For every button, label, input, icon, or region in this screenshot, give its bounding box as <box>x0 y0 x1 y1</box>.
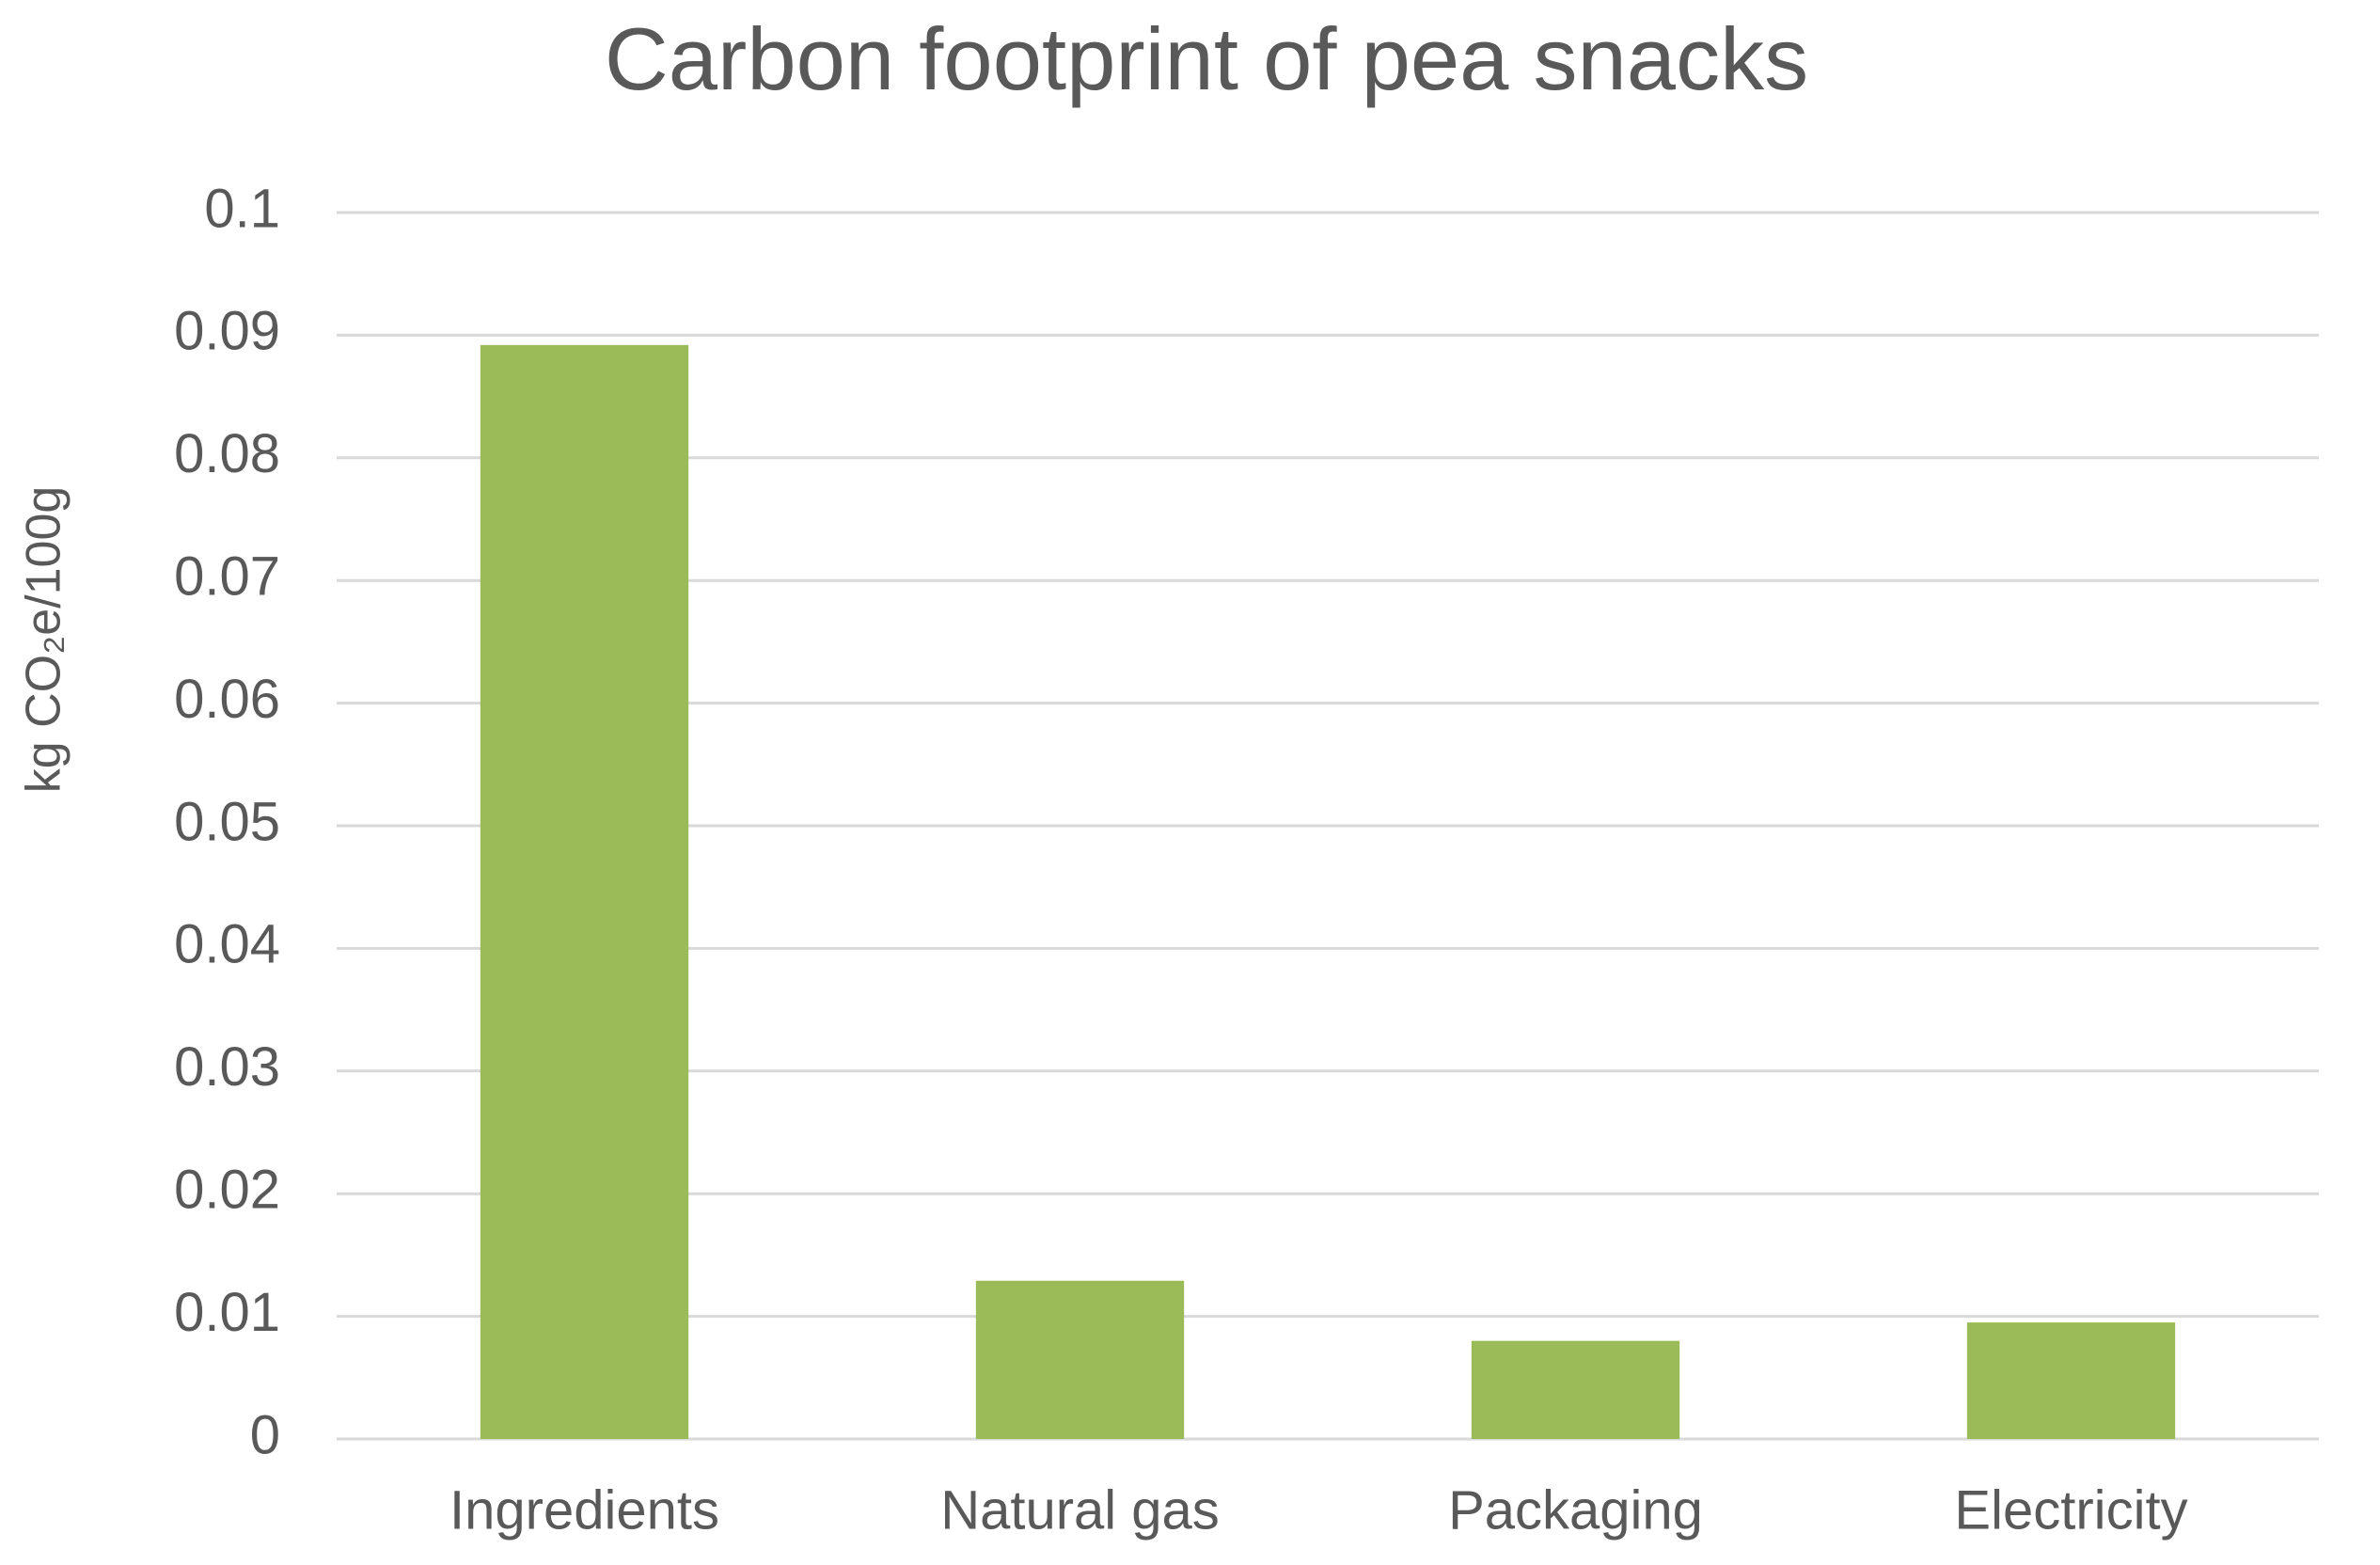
y-tick-label: 0.02 <box>174 1160 280 1221</box>
y-tick-label: 0.07 <box>174 546 280 608</box>
x-tick-label: Ingredients <box>449 1479 719 1541</box>
y-tick-label: 0.1 <box>204 178 280 239</box>
y-tick-label: 0 <box>250 1404 280 1465</box>
y-tick-label: 0.08 <box>174 423 280 484</box>
x-tick-label: Packaging <box>1448 1479 1703 1541</box>
bar <box>1471 1340 1680 1439</box>
bar <box>480 344 689 1439</box>
y-tick-label: 0.01 <box>174 1282 280 1343</box>
x-tick-label: Electricity <box>1954 1479 2187 1541</box>
x-tick-label: Natural gas <box>940 1479 1220 1541</box>
y-tick-label: 0.04 <box>174 914 280 975</box>
chart-title: Carbon footprint of pea snacks <box>605 9 1808 108</box>
bar <box>975 1280 1185 1439</box>
y-tick-label: 0.05 <box>174 791 280 852</box>
bar <box>1966 1322 2176 1439</box>
y-tick-label: 0.06 <box>174 669 280 730</box>
y-axis-label: kg CO₂e/100g <box>17 486 71 794</box>
y-tick-label: 0.09 <box>174 301 280 362</box>
y-tick-label: 0.03 <box>174 1036 280 1098</box>
